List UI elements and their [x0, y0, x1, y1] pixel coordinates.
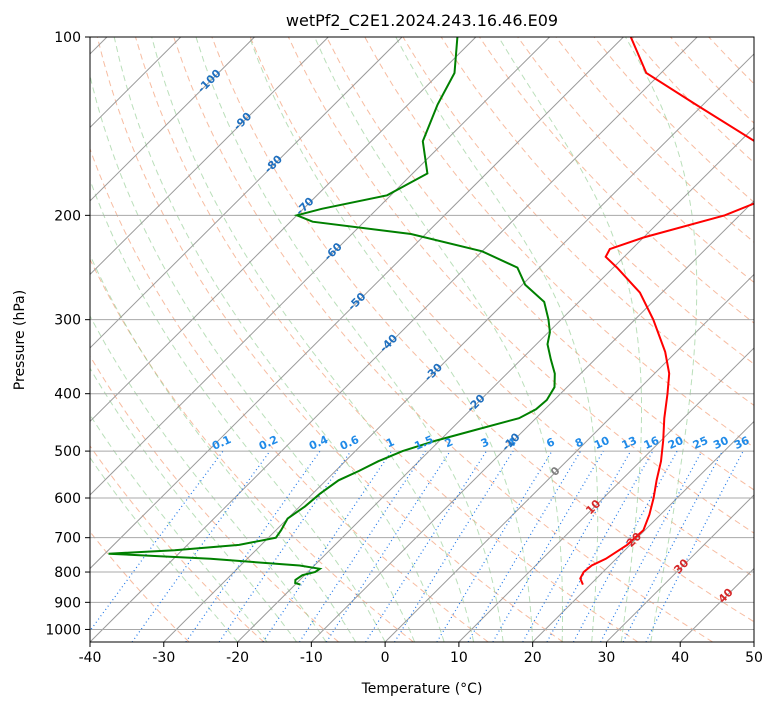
x-tick-label: -40: [79, 650, 102, 666]
mixing-ratio-label: 20: [666, 434, 686, 452]
dry-adiabat-line: [173, 37, 713, 642]
x-tick-label: -30: [152, 650, 175, 666]
x-tick-label: 30: [597, 650, 615, 666]
y-tick-label: 1000: [45, 622, 81, 638]
isotherm-line: [90, 37, 624, 570]
x-axis-ticks: -40 -30 -20 -10 0 10 20 30 40 50: [79, 642, 763, 666]
isotherm-line: [90, 37, 403, 349]
dry-adiabats: [90, 37, 754, 642]
profiles: [108, 37, 754, 586]
moist-adiabat-line: [151, 37, 475, 642]
isotherm-line: [310, 200, 754, 642]
dry-adiabat-line: [211, 37, 754, 623]
mixing-ratio-line: [218, 450, 352, 642]
y-tick-label: 400: [54, 387, 81, 403]
moist-adiabat-line: [195, 37, 504, 642]
dry-adiabat-line: [478, 37, 754, 324]
moist-adiabat-line: [90, 367, 298, 642]
mixing-ratio-line: [546, 450, 654, 642]
mixing-ratio-line: [325, 450, 451, 642]
dry-adiabat-line: [90, 355, 339, 642]
mixing-ratio-line: [365, 450, 487, 642]
y-tick-label: 300: [54, 313, 81, 329]
moist-adiabat-line: [625, 37, 698, 642]
mixing-ratio-label: 10: [592, 434, 612, 452]
mixing-ratio-line: [185, 450, 321, 642]
dry-adiabat-line: [287, 37, 754, 534]
moist-adiabat-line: [498, 37, 642, 642]
y-tick-label: 200: [54, 208, 81, 224]
isotherm-line: [90, 37, 477, 423]
mixing-ratio-label: 13: [620, 434, 639, 452]
chart-title: wetPf2_C2E1.2024.243.16.46.E09: [286, 11, 558, 31]
y-axis-ticks: 100 200 300 400 500 600 700 800 900 1000: [45, 30, 90, 638]
y-tick-label: 800: [54, 565, 81, 581]
mixing-ratio-line: [572, 450, 678, 642]
dry-adiabat-line: [96, 37, 564, 642]
y-tick-label: 500: [54, 444, 81, 460]
x-axis-label: Temperature (°C): [361, 681, 483, 697]
mixing-ratio-label: 16: [642, 434, 662, 452]
y-tick-label: 600: [54, 491, 81, 507]
mixing-ratio-line: [262, 450, 393, 642]
x-tick-label: 50: [745, 650, 763, 666]
mixing-ratio-label: 36: [732, 434, 752, 452]
moist-adiabats: [90, 37, 698, 642]
temperature-profile-line: [579, 37, 754, 585]
y-axis-label: Pressure (hPa): [12, 290, 28, 390]
dry-adiabat-line: [249, 37, 754, 578]
isotherm-line: [384, 273, 754, 642]
mixing-ratio-label: 25: [691, 434, 710, 452]
moist-adiabat-line: [90, 73, 416, 642]
isotherm-line: [90, 37, 329, 276]
moist-adiabat-line: [248, 37, 534, 642]
moist-adiabat-line: [395, 37, 599, 642]
x-tick-label: 0: [381, 650, 390, 666]
dry-adiabat-line: [90, 445, 265, 642]
isotherms: [90, 37, 754, 642]
dry-adiabat-line: [90, 258, 414, 642]
isotherm-line: [532, 420, 754, 642]
mixing-ratio-line: [90, 450, 224, 632]
mixing-ratio-lines: [90, 450, 744, 642]
dry-adiabat-line: [135, 37, 639, 642]
dewpoint-profile-line: [108, 37, 556, 586]
x-tick-label: 10: [450, 650, 468, 666]
mixing-ratio-line: [600, 450, 703, 642]
moist-adiabat-line: [90, 414, 268, 642]
dry-adiabat-line: [517, 37, 754, 284]
isotherm-line: [237, 126, 754, 642]
moist-adiabat-line: [90, 314, 327, 642]
x-tick-label: -10: [300, 650, 323, 666]
x-tick-label: 40: [671, 650, 689, 666]
moist-adiabat-line: [314, 37, 563, 642]
plot-area: [90, 37, 754, 642]
isotherm-line: [90, 37, 255, 202]
x-tick-label: -20: [226, 650, 249, 666]
y-tick-label: 900: [54, 595, 81, 611]
moist-adiabat-line: [90, 456, 238, 642]
dry-adiabat-line: [326, 37, 754, 491]
y-tick-label: 700: [54, 531, 81, 547]
plot-frame: [89, 36, 755, 643]
isotherm-line: [458, 347, 754, 642]
isotherm-line: [163, 53, 754, 642]
moist-adiabat-line: [90, 253, 357, 642]
mixing-ratio-line: [299, 450, 426, 642]
isotherm-line: [606, 494, 754, 642]
isobars: [90, 37, 754, 630]
y-tick-label: 100: [54, 30, 81, 46]
isotherm-line: [90, 37, 698, 642]
moist-adiabat-line: [113, 37, 445, 642]
isotherm-line: [90, 37, 550, 496]
mixing-ratio-line: [436, 450, 553, 642]
mixing-ratio-line: [131, 450, 271, 642]
mixing-ratio-label: 30: [711, 434, 731, 452]
x-tick-label: 20: [524, 650, 542, 666]
